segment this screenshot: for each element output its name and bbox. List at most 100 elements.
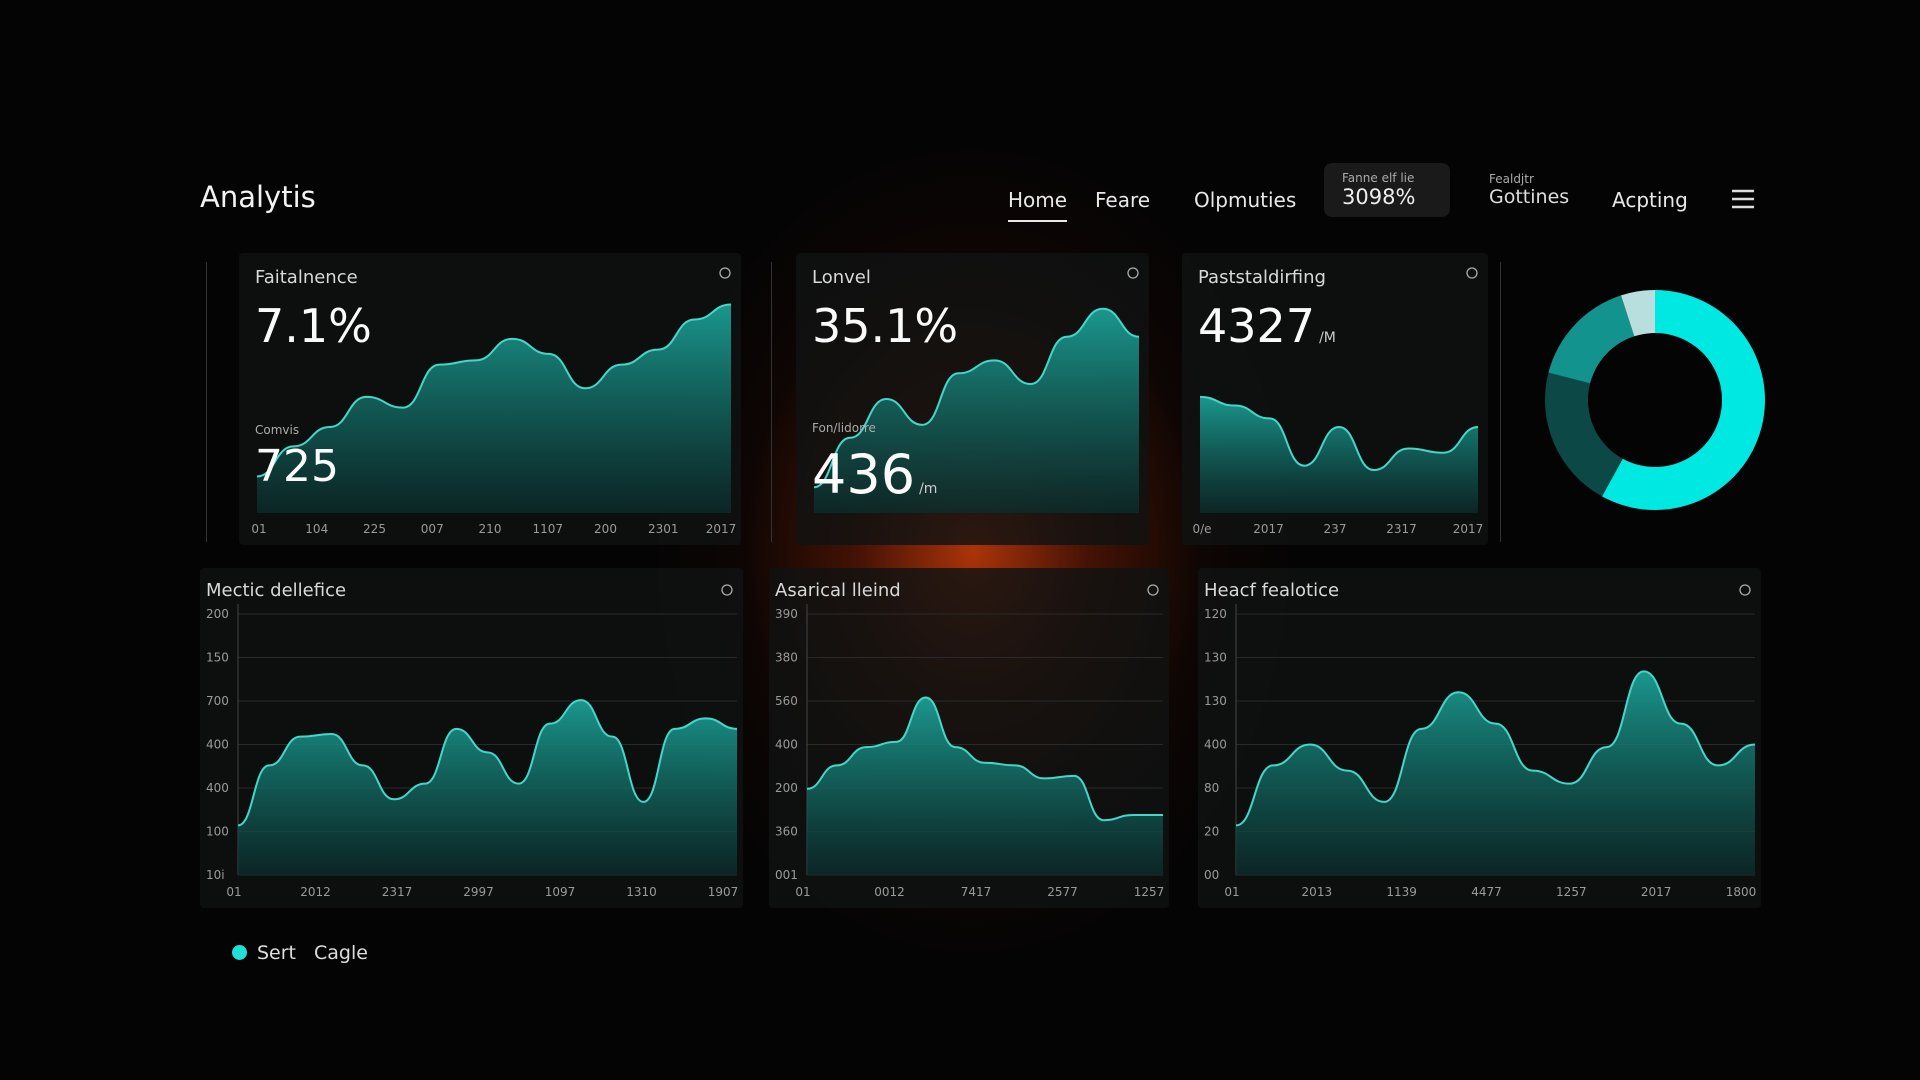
metric-card: 0/e 2017 237 2317 2017 Paststaldirfing 4327/M bbox=[1182, 253, 1488, 545]
line bbox=[256, 303, 732, 478]
line bbox=[806, 696, 1163, 822]
unit: /m bbox=[919, 481, 938, 497]
nav-item[interactable]: Olpmuties bbox=[1194, 188, 1297, 212]
chart-card: 390 380 560 400 200 360 001 01 0012 7417 2577 1257 A… bbox=[769, 568, 1169, 908]
y-tick-label: 130 bbox=[1204, 694, 1227, 708]
nav-item[interactable]: Home bbox=[1008, 188, 1068, 222]
action-button[interactable]: Acpting bbox=[1612, 188, 1688, 212]
card-title: Heacf fealotice bbox=[1204, 580, 1340, 601]
donut-segment bbox=[1548, 295, 1635, 384]
sub-label: Fon/lidorre bbox=[812, 421, 876, 435]
x-tick-label: 4477 bbox=[1471, 885, 1502, 899]
x-tick-label: 104 bbox=[305, 522, 328, 536]
card-icon bbox=[721, 584, 733, 596]
donut-segment bbox=[1621, 290, 1655, 337]
y-tick-label: 400 bbox=[775, 738, 798, 752]
value: 7.1% bbox=[255, 299, 372, 353]
x-tick-label: 2017 bbox=[1253, 522, 1284, 536]
x-tick-label: 2017 bbox=[706, 522, 737, 536]
card-icon bbox=[1127, 267, 1139, 279]
y-tick-label: 100 bbox=[206, 825, 229, 839]
value: 725 bbox=[255, 441, 339, 492]
card-chart: 120 130 130 400 80 20 00 01 2013 1139 4477 1257 2017… bbox=[1204, 584, 1756, 899]
donut-segment bbox=[1545, 372, 1623, 497]
card-chart: 390 380 560 400 200 360 001 01 0012 7417 2577 1257 bbox=[775, 584, 1164, 899]
card-icon bbox=[1739, 584, 1751, 596]
chart-card: 200 150 700 400 400 100 10i 01 2012 2317 2997 1097 1… bbox=[200, 568, 743, 908]
area bbox=[1236, 671, 1755, 875]
menu-icon[interactable] bbox=[1730, 188, 1756, 210]
y-tick-label: 400 bbox=[206, 738, 229, 752]
line bbox=[813, 307, 1140, 489]
stat-value: 3098% bbox=[1342, 185, 1416, 209]
value: 35.1% bbox=[812, 299, 959, 353]
y-tick-label: 700 bbox=[206, 694, 229, 708]
donut-chart bbox=[1545, 290, 1765, 510]
app-title: Analytis bbox=[200, 180, 316, 214]
x-tick-label: 2317 bbox=[1386, 522, 1417, 536]
settings-value: Gottines bbox=[1489, 186, 1570, 208]
area bbox=[257, 304, 731, 513]
x-tick-label: 1907 bbox=[708, 885, 739, 899]
sub-label: Comvis bbox=[255, 423, 300, 437]
card-chart bbox=[813, 267, 1140, 513]
line bbox=[1199, 395, 1479, 472]
card-title: Lonvel bbox=[812, 267, 871, 288]
card-chart: 01 104 225 007 210 1107 200 2301 2017 bbox=[251, 267, 737, 536]
y-tick-label: 200 bbox=[775, 781, 798, 795]
y-tick-label: 130 bbox=[1204, 651, 1227, 665]
y-tick-label: 00 bbox=[1204, 868, 1219, 882]
card-title: Mectic dellefice bbox=[206, 580, 347, 601]
y-tick-label: 560 bbox=[775, 694, 798, 708]
x-tick-label: 2017 bbox=[1453, 522, 1484, 536]
sub-value: 725 bbox=[255, 441, 339, 492]
metric-value: 4327/M bbox=[1198, 299, 1336, 353]
card-title: Paststaldirfing bbox=[1198, 267, 1326, 288]
divider bbox=[1500, 262, 1501, 542]
metric-value: 7.1% bbox=[255, 299, 372, 353]
divider bbox=[206, 262, 207, 542]
x-tick-label: 1097 bbox=[545, 885, 576, 899]
y-tick-label: 400 bbox=[206, 781, 229, 795]
card-title: Asarical lleind bbox=[775, 580, 901, 601]
y-tick-label: 400 bbox=[1204, 738, 1227, 752]
x-tick-label: 2997 bbox=[463, 885, 494, 899]
x-tick-label: 1107 bbox=[532, 522, 563, 536]
value: 4327 bbox=[1198, 299, 1316, 353]
x-tick-label: 7417 bbox=[961, 885, 992, 899]
x-tick-label: 0/e bbox=[1192, 522, 1211, 536]
donut-segment bbox=[1602, 290, 1765, 510]
y-tick-label: 200 bbox=[206, 607, 229, 621]
x-tick-label: 01 bbox=[795, 885, 810, 899]
card-icon bbox=[1147, 584, 1159, 596]
card-icon bbox=[1466, 267, 1478, 279]
legend-item: Sert bbox=[257, 942, 297, 964]
y-tick-label: 10i bbox=[206, 868, 225, 882]
card-icon bbox=[719, 267, 731, 279]
y-tick-label: 120 bbox=[1204, 607, 1227, 621]
x-tick-label: 01 bbox=[226, 885, 241, 899]
x-tick-label: 007 bbox=[421, 522, 444, 536]
card-chart: 0/e 2017 237 2317 2017 bbox=[1192, 267, 1484, 536]
x-tick-label: 225 bbox=[363, 522, 386, 536]
y-tick-label: 380 bbox=[775, 651, 798, 665]
area bbox=[1200, 396, 1478, 513]
divider bbox=[771, 262, 772, 542]
y-tick-label: 360 bbox=[775, 825, 798, 839]
sub-value: 436/m bbox=[812, 443, 937, 506]
card-title: Faitalnence bbox=[255, 267, 358, 288]
x-tick-label: 2013 bbox=[1302, 885, 1333, 899]
legend-dot bbox=[232, 945, 247, 960]
y-tick-label: 20 bbox=[1204, 825, 1219, 839]
x-tick-label: 2012 bbox=[300, 885, 331, 899]
nav-item[interactable]: Feare bbox=[1095, 188, 1151, 212]
y-tick-label: 150 bbox=[206, 651, 229, 665]
metric-card: 01 104 225 007 210 1107 200 2301 2017 Faitalnence… bbox=[239, 253, 741, 545]
settings-label: Fealdjtr bbox=[1489, 172, 1534, 186]
settings[interactable]: Fealdjtr Gottines bbox=[1489, 172, 1569, 208]
stat-box[interactable]: Fanne elf lie 3098% bbox=[1324, 163, 1450, 217]
y-tick-label: 80 bbox=[1204, 781, 1219, 795]
metric-card: Lonvel 35.1% Fon/lidorre 436/m bbox=[796, 253, 1149, 545]
